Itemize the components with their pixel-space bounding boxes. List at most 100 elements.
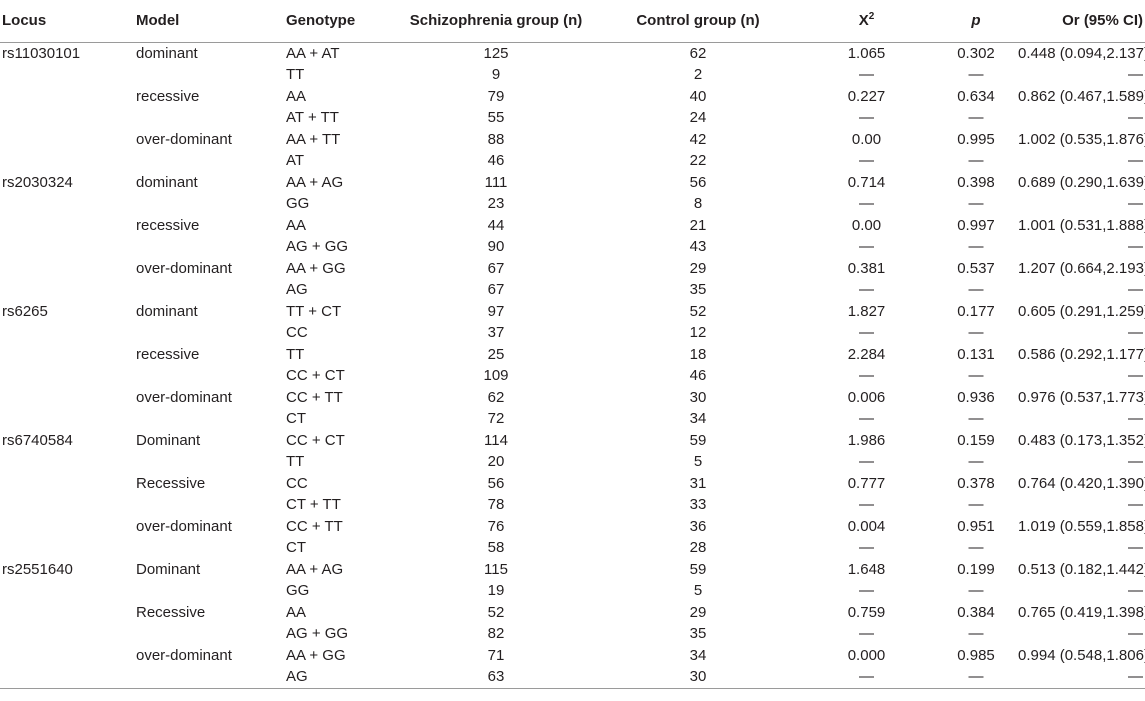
table-row: rs2551640 Dominant AA + AG 115 59 1.648 0.199 0…	[0, 559, 1145, 581]
cell-control-count: 12	[689, 324, 707, 341]
cell-locus	[0, 150, 132, 172]
cell-chi-square: —	[859, 539, 874, 556]
cell-p-value: —	[968, 496, 984, 513]
cell-model	[132, 279, 282, 301]
cell-odds-ratio: —	[1128, 453, 1143, 470]
cell-chi-square: 0.006	[847, 388, 886, 406]
cell-genotype: TT	[286, 66, 305, 83]
cell-p-value: 0.378	[957, 474, 995, 492]
cell-locus: rs6265	[2, 302, 48, 320]
table-row: CT + TT 78 33 — — —	[0, 494, 1145, 516]
cell-control-count: 21	[689, 216, 707, 234]
cell-control-count: 5	[693, 453, 703, 470]
cell-control-count: 62	[689, 44, 707, 62]
cell-control-count: 40	[689, 87, 707, 105]
cell-control-count: 59	[689, 431, 707, 449]
cell-chi-square: 0.000	[847, 646, 886, 664]
cell-locus	[0, 666, 132, 689]
cell-control-count: 2	[693, 66, 703, 83]
cell-odds-ratio: —	[1018, 666, 1145, 689]
cell-model	[132, 193, 282, 215]
cell-genotype: AG	[282, 666, 395, 689]
cell-odds-ratio: 0.605 (0.291,1.259)	[1018, 302, 1145, 320]
cell-schizophrenia-count: 23	[487, 195, 505, 212]
cell-genotype: AA + GG	[286, 259, 346, 277]
cell-p-value: 0.398	[957, 173, 995, 191]
table-row: Recessive AA 52 29 0.759 0.384 0.765 (0.419,1.…	[0, 602, 1145, 624]
cell-odds-ratio: 1.002 (0.535,1.876)	[1018, 130, 1145, 148]
cell-odds-ratio: 0.765 (0.419,1.398)	[1018, 603, 1145, 621]
cell-model	[132, 451, 282, 473]
cell-p-value: —	[968, 109, 984, 126]
cell-schizophrenia-count: 20	[487, 453, 505, 470]
cell-schizophrenia-count: 46	[487, 152, 505, 169]
cell-chi-square: 1.827	[847, 302, 886, 320]
cell-model: over-dominant	[136, 388, 232, 406]
cell-control-count: 33	[689, 496, 707, 513]
cell-model: Recessive	[136, 603, 206, 621]
cell-locus	[0, 623, 132, 645]
cell-schizophrenia-count: 67	[487, 259, 505, 277]
cell-odds-ratio: 0.994 (0.548,1.806)	[1018, 646, 1145, 664]
cell-chi-square: —	[859, 410, 874, 427]
cell-chi-square: —	[859, 582, 874, 599]
cell-chi-square: 0.00	[851, 216, 882, 234]
cell-model: recessive	[136, 216, 200, 234]
cell-control-count: 34	[689, 410, 707, 427]
cell-control-count: 22	[689, 152, 707, 169]
cell-p-value: 0.131	[957, 345, 995, 363]
cell-schizophrenia-count: 9	[491, 66, 501, 83]
cell-odds-ratio: —	[1128, 66, 1143, 83]
cell-control-count: 52	[689, 302, 707, 320]
cell-p-value: —	[968, 66, 984, 83]
cell-control-count: 35	[689, 625, 707, 642]
cell-genotype: CC + TT	[286, 517, 343, 535]
cell-model: dominant	[136, 302, 198, 320]
cell-locus	[0, 107, 132, 129]
table-row: CC 37 12 — — —	[0, 322, 1145, 344]
cell-schizophrenia-count: 58	[487, 539, 505, 556]
cell-genotype: AG + GG	[286, 238, 349, 255]
header-model: Model	[132, 0, 282, 43]
cell-genotype: GG	[286, 195, 310, 212]
header-row: Locus Model Genotype Schizophrenia group…	[0, 0, 1145, 43]
cell-control-count: 18	[689, 345, 707, 363]
cell-schizophrenia-count: 82	[487, 625, 505, 642]
cell-chi-square: 1.065	[847, 44, 886, 62]
cell-genotype: GG	[286, 582, 310, 599]
cell-p-value: —	[934, 666, 1018, 689]
cell-odds-ratio: —	[1128, 496, 1143, 513]
cell-chi-square: 0.777	[847, 474, 886, 492]
cell-odds-ratio: —	[1128, 367, 1143, 384]
cell-odds-ratio: —	[1128, 109, 1143, 126]
cell-locus: rs6740584	[2, 431, 73, 449]
header-locus: Locus	[0, 0, 132, 43]
cell-schizophrenia-count: 37	[487, 324, 505, 341]
header-chi-square: X2	[799, 0, 934, 43]
header-chi-square-base: X	[858, 12, 869, 30]
cell-p-value: 0.936	[957, 388, 995, 406]
cell-p-value: —	[968, 410, 984, 427]
cell-odds-ratio: 1.207 (0.664,2.193)	[1018, 259, 1145, 277]
cell-locus	[0, 365, 132, 387]
cell-schizophrenia-count: 79	[487, 87, 505, 105]
table-row: CT 58 28 — — —	[0, 537, 1145, 559]
cell-control-count: 31	[689, 474, 707, 492]
cell-locus: rs11030101	[2, 44, 81, 62]
cell-chi-square: 0.00	[851, 130, 882, 148]
cell-odds-ratio: 1.019 (0.559,1.858)	[1018, 517, 1145, 535]
cell-model: over-dominant	[136, 259, 232, 277]
cell-control-count: 35	[689, 281, 707, 298]
table-row: recessive TT 25 18 2.284 0.131 0.586 (0.292,1.…	[0, 344, 1145, 366]
cell-genotype: AA	[286, 87, 307, 105]
cell-model	[132, 666, 282, 689]
cell-p-value: 0.159	[957, 431, 995, 449]
cell-schizophrenia-count: 78	[487, 496, 505, 513]
cell-locus	[0, 193, 132, 215]
cell-model	[132, 365, 282, 387]
cell-chi-square: —	[859, 152, 874, 169]
cell-genotype: AA + TT	[286, 130, 341, 148]
cell-genotype: TT	[286, 345, 305, 363]
table-row: AT 46 22 — — —	[0, 150, 1145, 172]
cell-model	[132, 580, 282, 602]
